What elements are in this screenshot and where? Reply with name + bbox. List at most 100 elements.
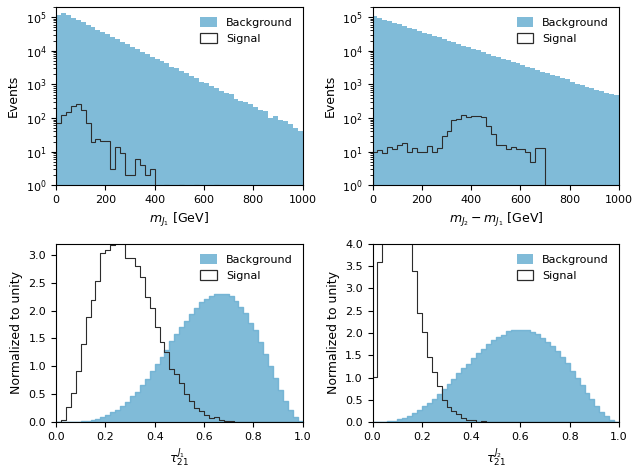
Bar xyxy=(228,94,234,476)
Bar xyxy=(120,42,125,476)
Bar xyxy=(520,65,525,476)
Bar xyxy=(383,20,387,476)
Y-axis label: Events: Events xyxy=(323,75,337,117)
Bar xyxy=(164,63,170,476)
Bar xyxy=(95,30,100,476)
Bar xyxy=(219,91,223,476)
Bar xyxy=(278,119,283,476)
Bar xyxy=(609,94,614,476)
Bar xyxy=(258,109,263,476)
Bar xyxy=(392,23,397,476)
Y-axis label: Events: Events xyxy=(7,75,20,117)
Bar xyxy=(580,85,584,476)
Bar xyxy=(106,34,110,476)
Bar xyxy=(159,61,164,476)
Legend: Background, Signal: Background, Signal xyxy=(196,249,297,285)
Bar xyxy=(292,128,298,476)
Bar xyxy=(81,22,86,476)
Bar xyxy=(584,87,589,476)
Bar xyxy=(86,25,90,476)
Bar xyxy=(506,60,511,476)
Bar xyxy=(155,59,159,476)
Legend: Background, Signal: Background, Signal xyxy=(512,12,614,49)
Bar xyxy=(253,107,258,476)
Bar xyxy=(283,121,288,476)
Bar xyxy=(372,16,378,476)
Bar xyxy=(56,15,61,476)
Bar xyxy=(145,54,150,476)
Bar xyxy=(516,63,520,476)
Bar xyxy=(66,15,71,476)
Bar xyxy=(402,26,407,476)
Bar xyxy=(263,111,268,476)
Bar xyxy=(511,62,516,476)
Bar xyxy=(466,48,471,476)
Bar xyxy=(397,24,402,476)
Bar xyxy=(595,90,599,476)
Bar xyxy=(71,18,76,476)
Bar xyxy=(194,78,199,476)
X-axis label: $m_{J_1}$ [GeV]: $m_{J_1}$ [GeV] xyxy=(149,210,209,228)
Bar xyxy=(550,75,555,476)
Bar xyxy=(239,101,243,476)
Bar xyxy=(130,47,135,476)
Bar xyxy=(76,20,81,476)
Bar xyxy=(140,51,145,476)
Bar xyxy=(214,88,219,476)
Bar xyxy=(531,68,535,476)
Bar xyxy=(115,40,120,476)
Bar xyxy=(100,32,106,476)
Bar xyxy=(614,95,619,476)
Bar xyxy=(209,86,214,476)
Bar xyxy=(223,93,228,476)
Bar xyxy=(268,119,273,476)
Bar xyxy=(288,124,292,476)
Y-axis label: Normalized to unity: Normalized to unity xyxy=(326,271,340,395)
Bar xyxy=(243,102,248,476)
Bar xyxy=(496,57,500,476)
X-axis label: $m_{J_2} - m_{J_1}$ [GeV]: $m_{J_2} - m_{J_1}$ [GeV] xyxy=(449,210,543,228)
Legend: Background, Signal: Background, Signal xyxy=(196,12,297,49)
Bar xyxy=(589,88,595,476)
Bar xyxy=(461,46,466,476)
Bar xyxy=(248,104,253,476)
Bar xyxy=(486,54,491,476)
Bar xyxy=(565,79,570,476)
Bar xyxy=(604,93,609,476)
Bar xyxy=(442,39,447,476)
Bar xyxy=(451,42,456,476)
Bar xyxy=(491,56,496,476)
Bar xyxy=(179,71,184,476)
Bar xyxy=(560,78,565,476)
Bar xyxy=(170,67,174,476)
Bar xyxy=(273,116,278,476)
Bar xyxy=(545,73,550,476)
Bar xyxy=(500,59,506,476)
Bar xyxy=(90,27,95,476)
Bar xyxy=(135,49,140,476)
Bar xyxy=(471,49,476,476)
Bar xyxy=(184,73,189,476)
Bar xyxy=(436,38,442,476)
Bar xyxy=(412,30,417,476)
Bar xyxy=(456,44,461,476)
Bar xyxy=(110,37,115,476)
Bar xyxy=(555,77,560,476)
Y-axis label: Normalized to unity: Normalized to unity xyxy=(10,271,23,395)
Legend: Background, Signal: Background, Signal xyxy=(512,249,614,285)
Bar xyxy=(189,76,194,476)
Bar xyxy=(535,69,540,476)
Bar xyxy=(417,31,422,476)
Bar xyxy=(125,44,130,476)
Bar xyxy=(525,67,531,476)
Bar xyxy=(199,81,204,476)
Bar xyxy=(427,34,432,476)
Bar xyxy=(481,52,486,476)
X-axis label: $\tau_{21}^{J_1}$: $\tau_{21}^{J_1}$ xyxy=(170,447,189,469)
Bar xyxy=(298,131,303,476)
Bar xyxy=(150,57,155,476)
Bar xyxy=(234,99,239,476)
Bar xyxy=(447,40,451,476)
Bar xyxy=(378,18,383,476)
Bar xyxy=(61,13,66,476)
